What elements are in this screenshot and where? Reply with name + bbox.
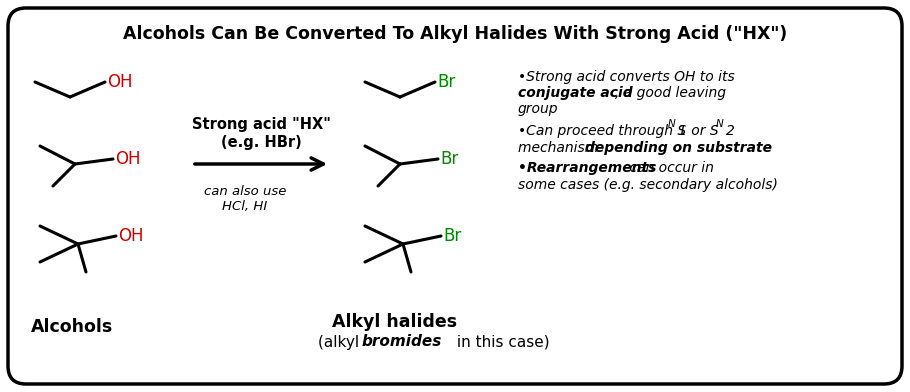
Text: mechanism: mechanism [518,141,602,155]
Text: N: N [668,119,676,129]
Text: (e.g. HBr): (e.g. HBr) [220,134,301,149]
Text: OH: OH [115,150,140,168]
Text: 1 or S: 1 or S [678,124,719,138]
Text: depending on substrate: depending on substrate [585,141,772,155]
Text: group: group [518,102,559,116]
Text: Strong acid "HX": Strong acid "HX" [192,116,330,131]
Text: (alkyl: (alkyl [318,334,364,350]
Text: Alcohols Can Be Converted To Alkyl Halides With Strong Acid ("HX"): Alcohols Can Be Converted To Alkyl Halid… [123,25,787,43]
Text: Br: Br [440,150,459,168]
Text: some cases (e.g. secondary alcohols): some cases (e.g. secondary alcohols) [518,178,778,192]
Text: conjugate acid: conjugate acid [518,86,632,100]
Text: , a good leaving: , a good leaving [615,86,726,100]
Text: OH: OH [107,73,133,91]
Text: •Rearrangements: •Rearrangements [518,161,656,175]
Text: in this case): in this case) [452,334,550,350]
Text: can also use
HCl, HI: can also use HCl, HI [204,185,286,213]
Text: •Can proceed through S: •Can proceed through S [518,124,686,138]
Text: bromides: bromides [362,334,442,350]
Text: Alkyl halides: Alkyl halides [332,313,458,331]
FancyBboxPatch shape [8,8,902,384]
Text: •Strong acid converts OH to its: •Strong acid converts OH to its [518,70,739,84]
FancyArrowPatch shape [195,158,323,170]
Text: Br: Br [437,73,455,91]
Text: Br: Br [443,227,461,245]
Text: 2: 2 [726,124,735,138]
Text: Alcohols: Alcohols [31,318,113,336]
Text: N: N [716,119,723,129]
Text: OH: OH [118,227,144,245]
Text: can occur in: can occur in [625,161,713,175]
